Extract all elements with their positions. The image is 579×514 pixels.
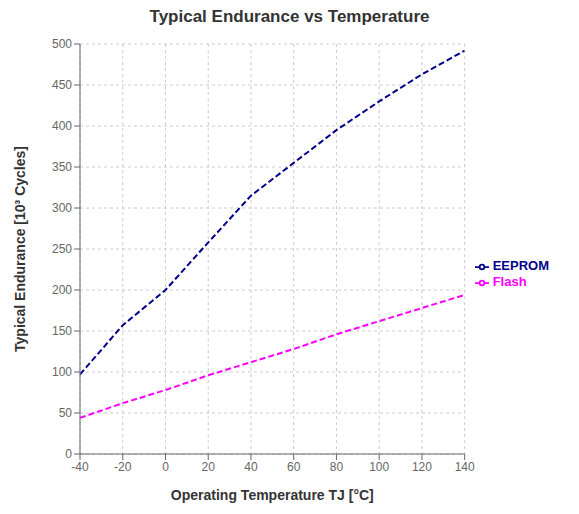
svg-text:Operating Temperature TJ [°C]: Operating Temperature TJ [°C]: [171, 487, 374, 503]
svg-text:200: 200: [52, 283, 72, 297]
svg-text:0: 0: [162, 460, 169, 474]
svg-text:450: 450: [52, 78, 72, 92]
svg-text:60: 60: [287, 460, 301, 474]
svg-text:400: 400: [52, 119, 72, 133]
svg-text:100: 100: [369, 460, 389, 474]
svg-text:150: 150: [52, 324, 72, 338]
svg-text:350: 350: [52, 160, 72, 174]
svg-text:300: 300: [52, 201, 72, 215]
svg-text:0: 0: [65, 447, 72, 461]
svg-text:140: 140: [455, 460, 475, 474]
svg-text:20: 20: [202, 460, 216, 474]
svg-text:50: 50: [59, 406, 73, 420]
svg-text:250: 250: [52, 242, 72, 256]
svg-text:80: 80: [330, 460, 344, 474]
svg-text:Typical Endurance [10³ Cycles]: Typical Endurance [10³ Cycles]: [12, 146, 28, 352]
svg-text:100: 100: [52, 365, 72, 379]
svg-text:500: 500: [52, 37, 72, 51]
html-text:Flash: Flash: [492, 274, 527, 289]
svg-text:-40: -40: [71, 460, 89, 474]
svg-text:40: 40: [244, 460, 258, 474]
html-text:Typical Endurance vs Temperatu: Typical Endurance vs Temperature: [149, 7, 430, 26]
svg-text:120: 120: [412, 460, 432, 474]
html-text:EEPROM: EEPROM: [492, 258, 549, 274]
svg-text:-20: -20: [114, 460, 132, 474]
